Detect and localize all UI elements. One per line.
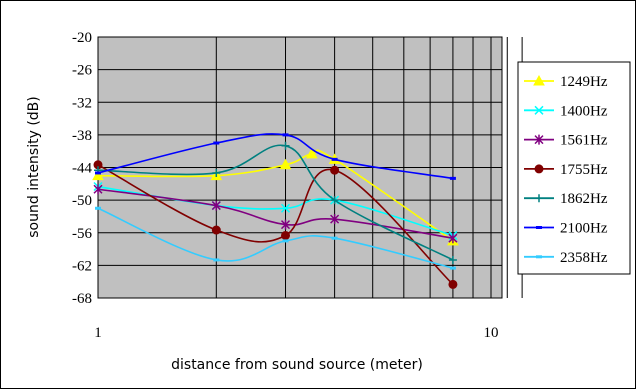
- data-point-2358Hz: [213, 258, 220, 262]
- x-axis-label: distance from sound source (meter): [171, 357, 423, 373]
- legend-label: 1249Hz: [560, 74, 608, 90]
- data-point-1561Hz: [93, 184, 103, 195]
- data-point-1755Hz: [330, 165, 340, 175]
- legend-label: 1755Hz: [560, 162, 608, 178]
- y-tick-label: -20: [72, 30, 92, 46]
- legend-marker-2358Hz: [536, 255, 542, 259]
- data-point-1755Hz: [281, 230, 291, 240]
- data-point-2100Hz: [331, 157, 338, 161]
- data-point-1755Hz: [448, 279, 458, 289]
- data-point-1561Hz: [280, 219, 291, 230]
- data-point-1249Hz: [305, 147, 318, 159]
- legend-marker-2100Hz: [536, 226, 542, 229]
- y-tick-label: -50: [72, 193, 92, 209]
- data-point-2358Hz: [449, 266, 456, 270]
- data-point-1561Hz: [211, 200, 221, 211]
- data-point-2100Hz: [213, 141, 220, 145]
- legend-label: 1400Hz: [560, 103, 608, 119]
- data-point-1249Hz: [279, 158, 292, 170]
- x-tick-label: 1: [94, 325, 102, 341]
- data-point-1862Hz: [330, 196, 339, 205]
- data-point-1561Hz: [448, 233, 458, 244]
- legend-marker-1249Hz: [533, 74, 545, 86]
- legend-label: 1862Hz: [560, 191, 608, 207]
- series-line-1755Hz: [97, 164, 454, 285]
- data-point-1755Hz: [211, 225, 221, 235]
- legend-marker-1400Hz: [534, 105, 544, 115]
- legend-label: 1561Hz: [560, 133, 608, 149]
- data-point-1249Hz: [92, 169, 104, 181]
- data-point-2100Hz: [449, 176, 456, 180]
- legend-label: 2100Hz: [560, 221, 608, 237]
- legend-marker-1561Hz: [534, 134, 544, 145]
- data-point-2100Hz: [95, 171, 101, 175]
- y-axis-label: sound intensity (dB): [26, 96, 42, 238]
- legend-label: 2358Hz: [560, 250, 608, 266]
- data-point-2358Hz: [95, 206, 101, 210]
- y-tick-label: -56: [72, 226, 92, 242]
- y-tick-label: -32: [72, 95, 92, 111]
- y-tick-label: -26: [72, 63, 92, 79]
- y-tick-label: -38: [72, 128, 92, 144]
- data-point-2358Hz: [331, 236, 338, 240]
- data-point-1862Hz: [281, 141, 290, 150]
- y-tick-label: -68: [72, 291, 92, 307]
- y-tick-label: -62: [72, 258, 92, 274]
- data-point-1561Hz: [330, 214, 340, 225]
- data-point-1400Hz: [280, 203, 291, 213]
- data-point-1862Hz: [448, 255, 457, 264]
- legend-marker-1862Hz: [535, 194, 543, 203]
- data-point-2100Hz: [282, 133, 289, 137]
- legend-marker-1755Hz: [534, 164, 544, 174]
- y-tick-label: -44: [72, 161, 92, 177]
- x-tick-label: 10: [484, 325, 499, 341]
- data-point-1862Hz: [212, 168, 221, 177]
- data-point-2358Hz: [282, 239, 289, 243]
